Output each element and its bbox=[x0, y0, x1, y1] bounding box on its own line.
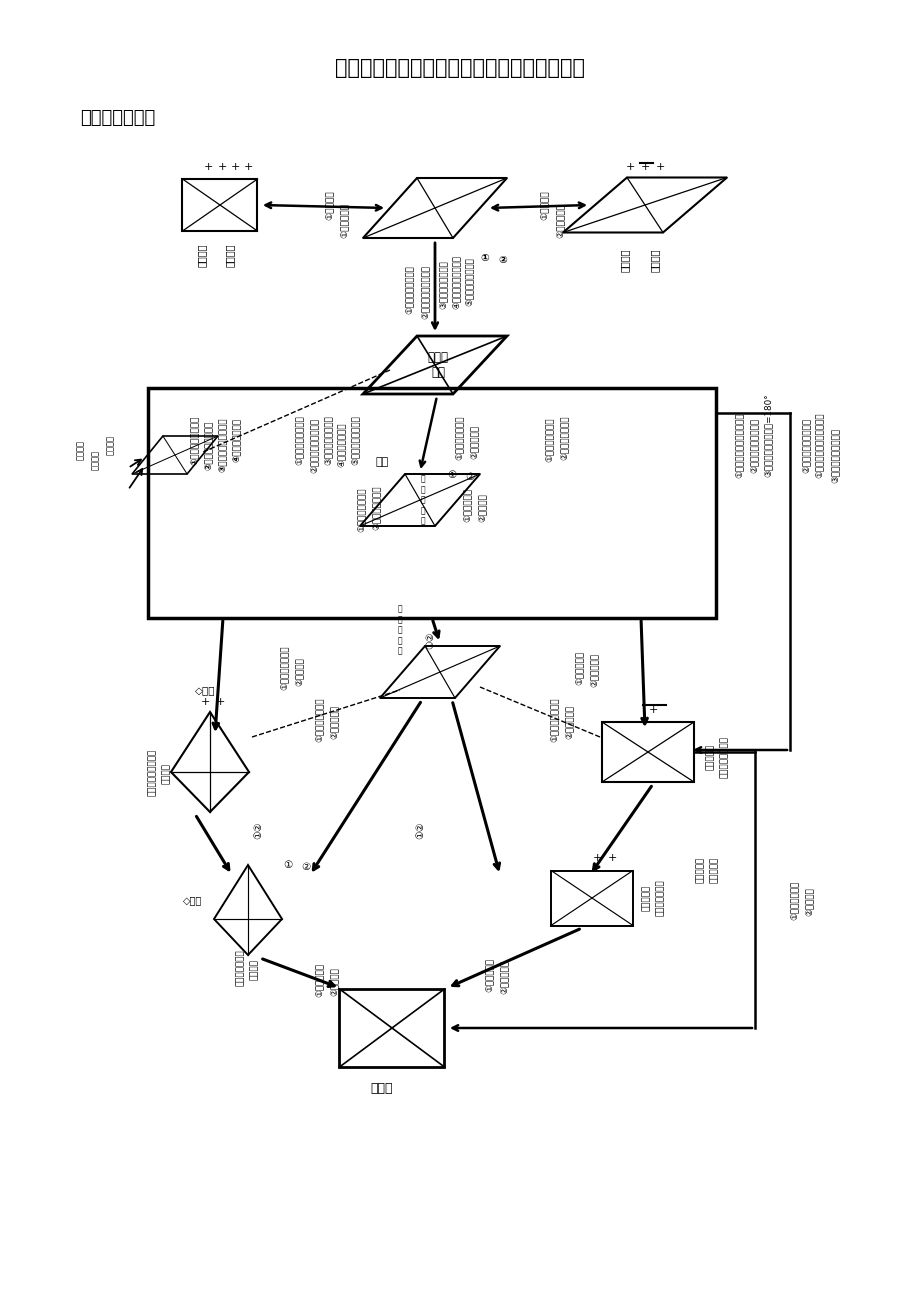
Text: ①②: ①② bbox=[414, 822, 425, 838]
Bar bbox=[601, 723, 693, 783]
Text: ①各角是直角: ①各角是直角 bbox=[575, 651, 584, 685]
Text: ②邻角互补: ②邻角互补 bbox=[477, 493, 486, 522]
Bar bbox=[148, 388, 715, 618]
Text: ②: ② bbox=[465, 473, 474, 482]
Text: 各边相等: 各边相等 bbox=[162, 763, 170, 785]
Text: ①: ① bbox=[480, 253, 489, 263]
Text: ①两组对边分别平行: ①两组对边分别平行 bbox=[190, 415, 199, 465]
Text: ①②: ①② bbox=[425, 631, 435, 648]
Text: ⑤两组对角分别相等: ⑤两组对角分别相等 bbox=[465, 258, 474, 306]
Text: 各角是直角: 各角是直角 bbox=[705, 743, 714, 769]
Text: ④对角线互相平分: ④对角线互相平分 bbox=[233, 418, 241, 462]
Text: ①有一组邻边相等: ①有一组邻边相等 bbox=[545, 418, 554, 462]
Text: ①两组对边分别平行: ①两组对边分别平行 bbox=[295, 415, 304, 465]
Text: ②两条对角线互相平分: ②两条对角线互相平分 bbox=[749, 418, 757, 473]
Text: ②对角线相等: ②对角线相等 bbox=[499, 960, 508, 993]
Text: 各边相等: 各边相等 bbox=[249, 960, 258, 980]
Text: +: + bbox=[648, 704, 657, 715]
Text: +: + bbox=[607, 853, 616, 863]
Text: ①两组对边分别平行: ①两组对边分别平行 bbox=[405, 266, 414, 314]
Text: ③两组对边分别相等: ③两组对边分别相等 bbox=[323, 415, 332, 465]
Text: 等腰梯形: 等腰梯形 bbox=[90, 450, 99, 470]
Bar bbox=[550, 871, 632, 926]
Text: ②对角线垂直: ②对角线垂直 bbox=[564, 704, 573, 740]
Text: +: + bbox=[230, 161, 240, 172]
Text: +: + bbox=[654, 161, 664, 172]
Text: ①对角线互相垂直: ①对角线互相垂直 bbox=[280, 646, 289, 690]
Text: ①一个角是直角: ①一个角是直角 bbox=[789, 880, 799, 919]
Text: ②两条对角线互相平分: ②两条对角线互相平分 bbox=[800, 418, 810, 473]
Text: ②对角线相等: ②对角线相等 bbox=[469, 424, 478, 460]
Text: 对角线互相垂直平分: 对角线互相垂直平分 bbox=[147, 749, 156, 796]
Text: +: + bbox=[592, 853, 601, 863]
Text: 《四边形》的基本知识、主要考点、配套试题: 《四边形》的基本知识、主要考点、配套试题 bbox=[335, 59, 584, 78]
Text: ②对角线相等: ②对角线相等 bbox=[329, 704, 338, 740]
Text: 对角线互相垂直: 对角线互相垂直 bbox=[235, 949, 244, 987]
Text: 直角梯形: 直角梯形 bbox=[75, 440, 85, 460]
Text: ①对角线互相平分: ①对角线互相平分 bbox=[357, 488, 366, 533]
Text: 三等回话: 三等回话 bbox=[106, 435, 114, 454]
Text: ②对角线平分: ②对角线平分 bbox=[555, 203, 564, 237]
Text: 矩形性质: 矩形性质 bbox=[197, 243, 207, 267]
Text: ④两条对角线互相平分: ④两条对角线互相平分 bbox=[452, 255, 461, 309]
Text: ②对角线相等: ②对角线相等 bbox=[589, 652, 598, 687]
Text: ①对角线相等: ①对角线相等 bbox=[340, 203, 349, 237]
Text: 对角线相等: 对角线相等 bbox=[709, 857, 718, 883]
Text: ①角是直角: ①角是直角 bbox=[325, 190, 335, 220]
Text: +: + bbox=[200, 697, 210, 707]
Text: 正方形: 正方形 bbox=[370, 1082, 392, 1095]
Text: ②: ② bbox=[301, 862, 311, 872]
Text: 平
行
四
边
形: 平 行 四 边 形 bbox=[420, 475, 425, 525]
Text: ②各边相等: ②各边相等 bbox=[294, 658, 303, 686]
Text: 梯形: 梯形 bbox=[375, 457, 388, 467]
Text: ②两腰相等且平行: ②两腰相等且平行 bbox=[371, 486, 380, 530]
Text: 菱形性质: 菱形性质 bbox=[619, 249, 630, 272]
Text: +: + bbox=[243, 161, 253, 172]
Text: ◇菱形: ◇菱形 bbox=[183, 894, 202, 905]
Text: +: + bbox=[640, 161, 649, 172]
Text: +: + bbox=[217, 161, 226, 172]
Text: +: + bbox=[215, 697, 224, 707]
Text: 平行四
边形: 平行四 边形 bbox=[427, 352, 448, 379]
Text: ③对角相等，邻角互补=180°: ③对角相等，邻角互补=180° bbox=[763, 393, 772, 477]
Text: ①对角线互相平分: ①对角线互相平分 bbox=[550, 698, 559, 742]
Text: ①: ① bbox=[283, 861, 292, 870]
Text: ②对角线互相垂直: ②对角线互相垂直 bbox=[559, 415, 568, 461]
Text: ①对角线相等: ①对角线相等 bbox=[463, 488, 472, 522]
Text: ②: ② bbox=[498, 255, 506, 266]
Text: ①: ① bbox=[447, 470, 456, 480]
Text: ①两组对边分别平行且相等: ①两组对边分别平行且相等 bbox=[734, 413, 743, 478]
Text: ②各边相等: ②各边相等 bbox=[329, 967, 338, 996]
Text: 各角是直角: 各角是直角 bbox=[695, 857, 704, 883]
Text: ②各边相等: ②各边相等 bbox=[803, 888, 812, 917]
Text: ⑤两组对角分别相等: ⑤两组对角分别相等 bbox=[351, 415, 360, 465]
Bar bbox=[182, 178, 257, 230]
Text: ②一组对边平行且相等: ②一组对边平行且相等 bbox=[309, 418, 318, 473]
Text: ③两组对边分别相等: ③两组对边分别相等 bbox=[438, 260, 447, 310]
Text: +: + bbox=[625, 161, 634, 172]
Text: ①对角线垂直: ①对角线垂直 bbox=[315, 963, 324, 997]
Text: ①角是直角: ①角是直角 bbox=[540, 190, 549, 220]
Text: +: + bbox=[203, 161, 212, 172]
Text: ①②: ①② bbox=[253, 822, 263, 838]
Text: ②两组对边分别相等: ②两组对边分别相等 bbox=[204, 421, 213, 470]
Text: 对角线相等平分: 对角线相等平分 bbox=[654, 880, 664, 917]
Text: 平
行
四
边
形: 平 行 四 边 形 bbox=[397, 604, 402, 655]
Text: ①两组对边分别平行且相等: ①两组对边分别平行且相等 bbox=[814, 413, 823, 478]
Text: ①各角是直角: ①各角是直角 bbox=[485, 958, 494, 992]
Text: ①有一个角是直角: ①有一个角是直角 bbox=[455, 415, 464, 461]
Text: 各角是直角: 各角是直角 bbox=[641, 885, 650, 911]
Text: 对角线相等且平分: 对角线相等且平分 bbox=[719, 736, 728, 779]
Text: ①对角线互相平分: ①对角线互相平分 bbox=[315, 698, 324, 742]
Text: 矩形判定: 矩形判定 bbox=[225, 243, 234, 267]
Text: 全章知识脉络：: 全章知识脉络： bbox=[80, 109, 155, 128]
Text: ②一组对边平行且相等: ②一组对边平行且相等 bbox=[420, 266, 429, 319]
Text: ◇菱形: ◇菱形 bbox=[195, 685, 215, 695]
Text: 菱形判定: 菱形判定 bbox=[650, 249, 659, 272]
Text: ④对角线互相平分: ④对角线互相平分 bbox=[337, 423, 346, 467]
Text: ③对角相等，邻角互补: ③对角相等，邻角互补 bbox=[219, 418, 227, 473]
Text: ③对角相等，邻角互补: ③对角相等，邻角互补 bbox=[830, 427, 839, 483]
Bar bbox=[339, 990, 444, 1068]
